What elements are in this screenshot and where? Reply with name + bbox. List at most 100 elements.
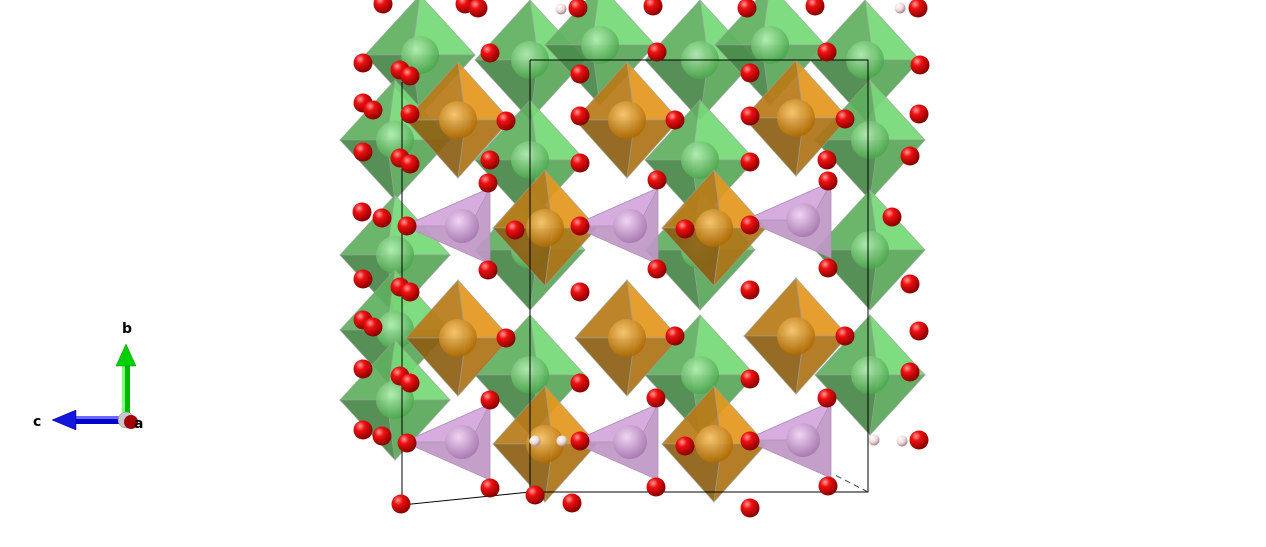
axis-triad: b c a: [33, 321, 143, 432]
oxygen-atom: [397, 433, 417, 453]
oxygen-atom: [646, 477, 666, 497]
green-octahedron: [814, 188, 926, 312]
oxygen-atom: [570, 282, 590, 302]
violet-tetrahedron-center-atom: [613, 209, 647, 243]
oxygen-atom: [740, 215, 760, 235]
orange-octahedron: [405, 60, 511, 180]
oxygen-atom: [908, 0, 928, 18]
oxygen-atom: [665, 110, 685, 130]
c-axis-label: c: [33, 414, 41, 430]
orange-octahedron-center-atom: [439, 319, 477, 357]
oxygen-atom: [570, 431, 590, 451]
oxygen-atom: [480, 478, 500, 498]
green-octahedron-center-atom: [851, 356, 889, 394]
orange-octahedron-center-atom: [777, 317, 815, 355]
oxygen-atom: [900, 146, 920, 166]
c-axis-arrow: [51, 409, 126, 431]
violet-tetrahedron-center-atom: [445, 209, 479, 243]
violet-tetrahedron-center-atom: [445, 425, 479, 459]
orange-octahedron-center-atom: [439, 101, 477, 139]
oxygen-atom: [643, 0, 663, 16]
oxygen-atom: [647, 42, 667, 62]
hydrogen-atom: [896, 435, 908, 447]
orange-octahedron: [743, 58, 849, 178]
oxygen-atom: [400, 154, 420, 174]
green-octahedron-center-atom: [751, 26, 789, 64]
violet-tetrahedron-center-atom: [786, 203, 820, 237]
oxygen-atom: [740, 280, 760, 300]
oxygen-atom: [480, 150, 500, 170]
oxygen-atom: [817, 42, 837, 62]
violet-tetrahedron-center-atom: [613, 425, 647, 459]
hydrogen-atom: [529, 435, 541, 447]
hydrogen-atom: [556, 435, 568, 447]
orange-octahedron: [492, 168, 598, 288]
oxygen-atom: [909, 430, 929, 450]
violet-tetrahedron: [403, 403, 491, 481]
orange-octahedron: [661, 168, 767, 288]
violet-tetrahedron: [571, 187, 659, 265]
oxygen-atom: [400, 282, 420, 302]
green-octahedron-center-atom: [581, 26, 619, 64]
oxygen-atom: [353, 142, 373, 162]
oxygen-atom: [570, 106, 590, 126]
oxygen-atom: [496, 111, 516, 131]
green-octahedron-center-atom: [681, 356, 719, 394]
oxygen-atom: [397, 216, 417, 236]
orange-octahedron-center-atom: [526, 209, 564, 247]
oxygen-atom: [817, 150, 837, 170]
orange-octahedron: [492, 384, 598, 504]
violet-tetrahedron: [744, 401, 832, 479]
green-octahedron-center-atom: [851, 231, 889, 269]
polyhedra-layer: [339, 0, 926, 504]
oxygen-atom: [400, 66, 420, 86]
oxygen-atom: [740, 106, 760, 126]
oxygen-atom: [480, 43, 500, 63]
orange-octahedron: [743, 276, 849, 396]
orange-octahedron: [574, 60, 680, 180]
violet-tetrahedron: [403, 187, 491, 265]
oxygen-atom: [647, 259, 667, 279]
oxygen-atom: [372, 208, 392, 228]
green-octahedron-center-atom: [376, 121, 414, 159]
oxygen-atom: [740, 63, 760, 83]
orange-octahedron-center-atom: [608, 319, 646, 357]
oxygen-atom: [882, 207, 902, 227]
green-octahedron-center-atom: [376, 311, 414, 349]
orange-octahedron-center-atom: [608, 101, 646, 139]
oxygen-atom: [737, 0, 757, 18]
green-octahedron-center-atom: [376, 236, 414, 274]
oxygen-atom: [570, 216, 590, 236]
orange-octahedron: [574, 278, 680, 398]
oxygen-atom: [909, 321, 929, 341]
violet-tetrahedron: [744, 181, 832, 259]
oxygen-atom: [740, 431, 760, 451]
oxygen-atom: [900, 274, 920, 294]
oxygen-atom: [740, 369, 760, 389]
oxygen-atom: [525, 485, 545, 505]
oxygen-atom: [910, 55, 930, 75]
oxygen-atom: [496, 328, 516, 348]
oxygen-atom: [817, 388, 837, 408]
b-axis-arrow: [115, 343, 137, 416]
oxygen-atom: [570, 64, 590, 84]
oxygen-atom: [835, 326, 855, 346]
oxygen-atom: [478, 260, 498, 280]
oxygen-atom: [900, 362, 920, 382]
oxygen-atom: [373, 0, 393, 14]
oxygen-atom: [675, 436, 695, 456]
violet-tetrahedron: [571, 403, 659, 481]
oxygen-atom: [353, 269, 373, 289]
cell-hidden-edge: [834, 474, 869, 493]
green-octahedron-center-atom: [401, 36, 439, 74]
b-axis-label: b: [122, 321, 132, 337]
hydrogen-atom: [868, 434, 880, 446]
oxygen-atom: [568, 0, 588, 18]
oxygen-atom: [818, 476, 838, 496]
oxygen-atom: [372, 426, 392, 446]
atoms-layer: [352, 0, 930, 518]
oxygen-atom: [391, 494, 411, 514]
oxygen-atom: [740, 152, 760, 172]
oxygen-atom: [400, 373, 420, 393]
